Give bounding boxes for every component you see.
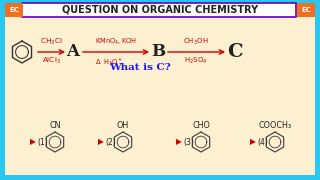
Text: QUESTION ON ORGANIC CHEMISTRY: QUESTION ON ORGANIC CHEMISTRY — [62, 5, 258, 15]
Text: $\mathregular{AlCl_3}$: $\mathregular{AlCl_3}$ — [42, 56, 60, 66]
Text: A: A — [67, 44, 79, 60]
Text: ▶: ▶ — [176, 138, 182, 147]
Text: OH: OH — [117, 121, 129, 130]
Text: ▶: ▶ — [30, 138, 36, 147]
Text: B: B — [151, 44, 165, 60]
Text: COOCH₃: COOCH₃ — [259, 121, 292, 130]
FancyBboxPatch shape — [22, 3, 296, 17]
Text: ▶: ▶ — [250, 138, 256, 147]
Text: (2): (2) — [106, 138, 116, 147]
Text: C: C — [227, 43, 243, 61]
FancyBboxPatch shape — [5, 5, 315, 175]
Text: EC: EC — [301, 7, 311, 13]
FancyBboxPatch shape — [5, 3, 23, 17]
Text: (4): (4) — [258, 138, 268, 147]
Text: $\mathregular{CH_3Cl}$: $\mathregular{CH_3Cl}$ — [40, 37, 62, 47]
Text: EC: EC — [9, 7, 19, 13]
Text: (3): (3) — [184, 138, 195, 147]
Text: $\mathregular{\Delta \;\; H_3O^+}$: $\mathregular{\Delta \;\; H_3O^+}$ — [95, 56, 123, 68]
Text: CN: CN — [49, 121, 61, 130]
Text: What is C?: What is C? — [109, 64, 171, 73]
Text: ▶: ▶ — [98, 138, 104, 147]
Text: (1): (1) — [38, 138, 48, 147]
Text: CHO: CHO — [192, 121, 210, 130]
Text: $\mathregular{CH_3OH}$: $\mathregular{CH_3OH}$ — [183, 37, 209, 47]
Text: $\mathregular{KMnO_4, KOH}$: $\mathregular{KMnO_4, KOH}$ — [95, 37, 137, 47]
Text: $\mathregular{H_2SO_4}$: $\mathregular{H_2SO_4}$ — [184, 56, 208, 66]
FancyBboxPatch shape — [297, 3, 315, 17]
